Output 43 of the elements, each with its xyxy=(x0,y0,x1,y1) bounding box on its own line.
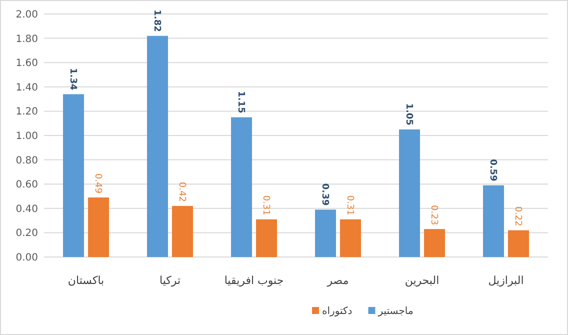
y-tick-label: 0.80 xyxy=(16,155,38,166)
data-label: 1.05 xyxy=(404,103,414,126)
y-tick-label: 1.20 xyxy=(16,106,38,118)
bar xyxy=(256,219,277,257)
y-tick-label: 1.60 xyxy=(16,58,38,70)
data-label: 0.31 xyxy=(344,195,354,216)
x-tick-label: تركيا xyxy=(159,274,181,287)
data-label: 0.23 xyxy=(428,205,438,226)
y-tick-label: 0.00 xyxy=(16,252,38,264)
x-tick-label: مصر xyxy=(326,274,349,287)
data-label: 0.49 xyxy=(92,173,102,194)
y-tick-label: 0.20 xyxy=(16,228,38,240)
y-tick-label: 1.80 xyxy=(16,34,38,45)
bar xyxy=(340,219,361,257)
y-tick-label: 2.00 xyxy=(16,10,38,20)
bar xyxy=(88,197,109,257)
bar xyxy=(315,210,336,257)
legend-label: دكتوراه xyxy=(322,306,352,317)
legend-label: ماجستير xyxy=(377,306,414,317)
bar xyxy=(508,230,529,257)
data-label: 0.42 xyxy=(176,182,186,202)
x-tick-label: البحرين xyxy=(404,274,440,287)
data-label: 1.82 xyxy=(152,10,162,32)
y-tick-label: 1.00 xyxy=(16,131,38,142)
data-label: 0.22 xyxy=(512,206,522,226)
bar xyxy=(147,36,168,257)
data-label: 1.34 xyxy=(68,68,78,90)
bar xyxy=(231,117,252,257)
x-tick-label: جنوب افريقيا xyxy=(224,274,284,287)
bar xyxy=(172,206,193,257)
data-label: 0.39 xyxy=(320,183,330,206)
y-tick-label: 1.40 xyxy=(16,82,38,94)
bar xyxy=(399,129,420,257)
data-label: 1.15 xyxy=(236,91,246,114)
y-tick-label: 0.40 xyxy=(16,204,38,215)
y-tick-label: 0.60 xyxy=(16,180,38,191)
x-tick-label: باكستان xyxy=(68,274,104,287)
data-label: 0.59 xyxy=(488,159,498,182)
bar xyxy=(63,94,84,257)
x-tick-label: البرازيل xyxy=(488,274,524,287)
bar xyxy=(483,185,504,257)
data-label: 0.31 xyxy=(260,195,270,216)
bar xyxy=(424,229,445,257)
